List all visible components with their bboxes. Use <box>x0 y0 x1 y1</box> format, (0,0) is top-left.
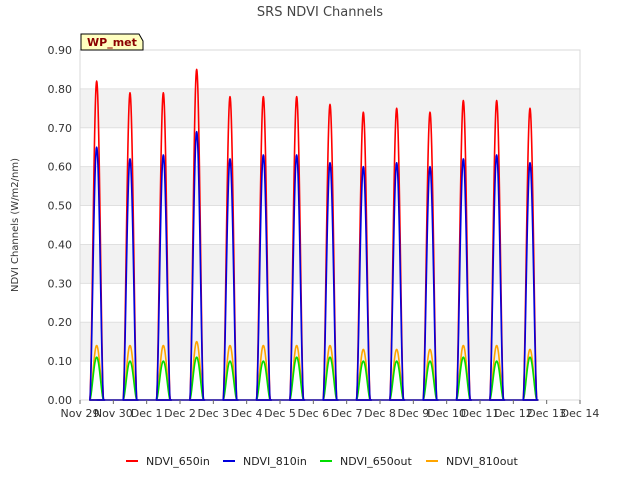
series-line-NDVI_810in <box>89 130 539 401</box>
legend-label-NDVI_810in: NDVI_810in <box>243 455 307 468</box>
chart-title: SRS NDVI Channels <box>257 5 383 20</box>
legend-label-NDVI_650out: NDVI_650out <box>340 455 412 468</box>
grid-band <box>80 244 580 284</box>
series-layer <box>89 68 539 401</box>
series-line-NDVI_650out <box>89 356 539 401</box>
y-tick-label: 0.80 <box>48 83 73 96</box>
x-tick-label: Dec 11 <box>461 407 500 420</box>
x-tick-label: Dec 1 <box>131 407 163 420</box>
y-tick-label: 0.60 <box>48 161 73 174</box>
y-axis: 0.00 0.10 0.20 0.30 0.40 0.50 0.60 0.70 0.80 0.90 <box>48 44 73 407</box>
x-tick-label: Dec 2 <box>164 407 196 420</box>
y-tick-label: 0.90 <box>48 44 73 57</box>
x-tick-label: Dec 12 <box>494 407 533 420</box>
x-tick-label: Dec 13 <box>527 407 566 420</box>
grid-band <box>80 166 580 206</box>
y-tick-label: 0.70 <box>48 122 73 135</box>
x-tick-label: Dec 9 <box>397 407 429 420</box>
grid-band <box>80 50 580 89</box>
series-line-NDVI_650in <box>89 68 539 401</box>
series-line-NDVI_810out <box>89 340 539 401</box>
x-tick-label: Dec 5 <box>264 407 296 420</box>
y-tick-label: 0.10 <box>48 355 73 368</box>
y-tick-label: 0.20 <box>48 316 73 329</box>
x-tick-label: Dec 14 <box>561 407 600 420</box>
legend-label-NDVI_650in: NDVI_650in <box>146 455 210 468</box>
legend-label-NDVI_810out: NDVI_810out <box>446 455 518 468</box>
x-tick-label: Dec 7 <box>331 407 363 420</box>
grid-band <box>80 205 580 245</box>
y-tick-label: 0.50 <box>48 200 73 213</box>
x-tick-label: Nov 30 <box>94 407 133 420</box>
x-tick-label: Dec 3 <box>197 407 229 420</box>
grid-bands <box>80 50 580 401</box>
grid-band <box>80 127 580 167</box>
grid-band <box>80 283 580 323</box>
y-tick-label: 0.00 <box>48 394 73 407</box>
annotation-tag: WP_met <box>80 33 144 51</box>
annotation-text: WP_met <box>87 36 137 49</box>
x-tick-label: Nov 29 <box>61 407 100 420</box>
y-axis-label: NDVI Channels (W/m2/nm) <box>10 158 21 292</box>
y-tick-label: 0.30 <box>48 277 73 290</box>
x-tick-label: Dec 10 <box>427 407 466 420</box>
x-tick-label: Dec 6 <box>297 407 329 420</box>
grid-band <box>80 322 580 362</box>
x-tick-label: Dec 8 <box>364 407 396 420</box>
grid-band <box>80 361 580 400</box>
x-tick-label: Dec 4 <box>231 407 263 420</box>
legend: NDVI_650in NDVI_810in NDVI_650out NDVI_810o… <box>126 455 518 468</box>
y-tick-label: 0.40 <box>48 238 73 251</box>
